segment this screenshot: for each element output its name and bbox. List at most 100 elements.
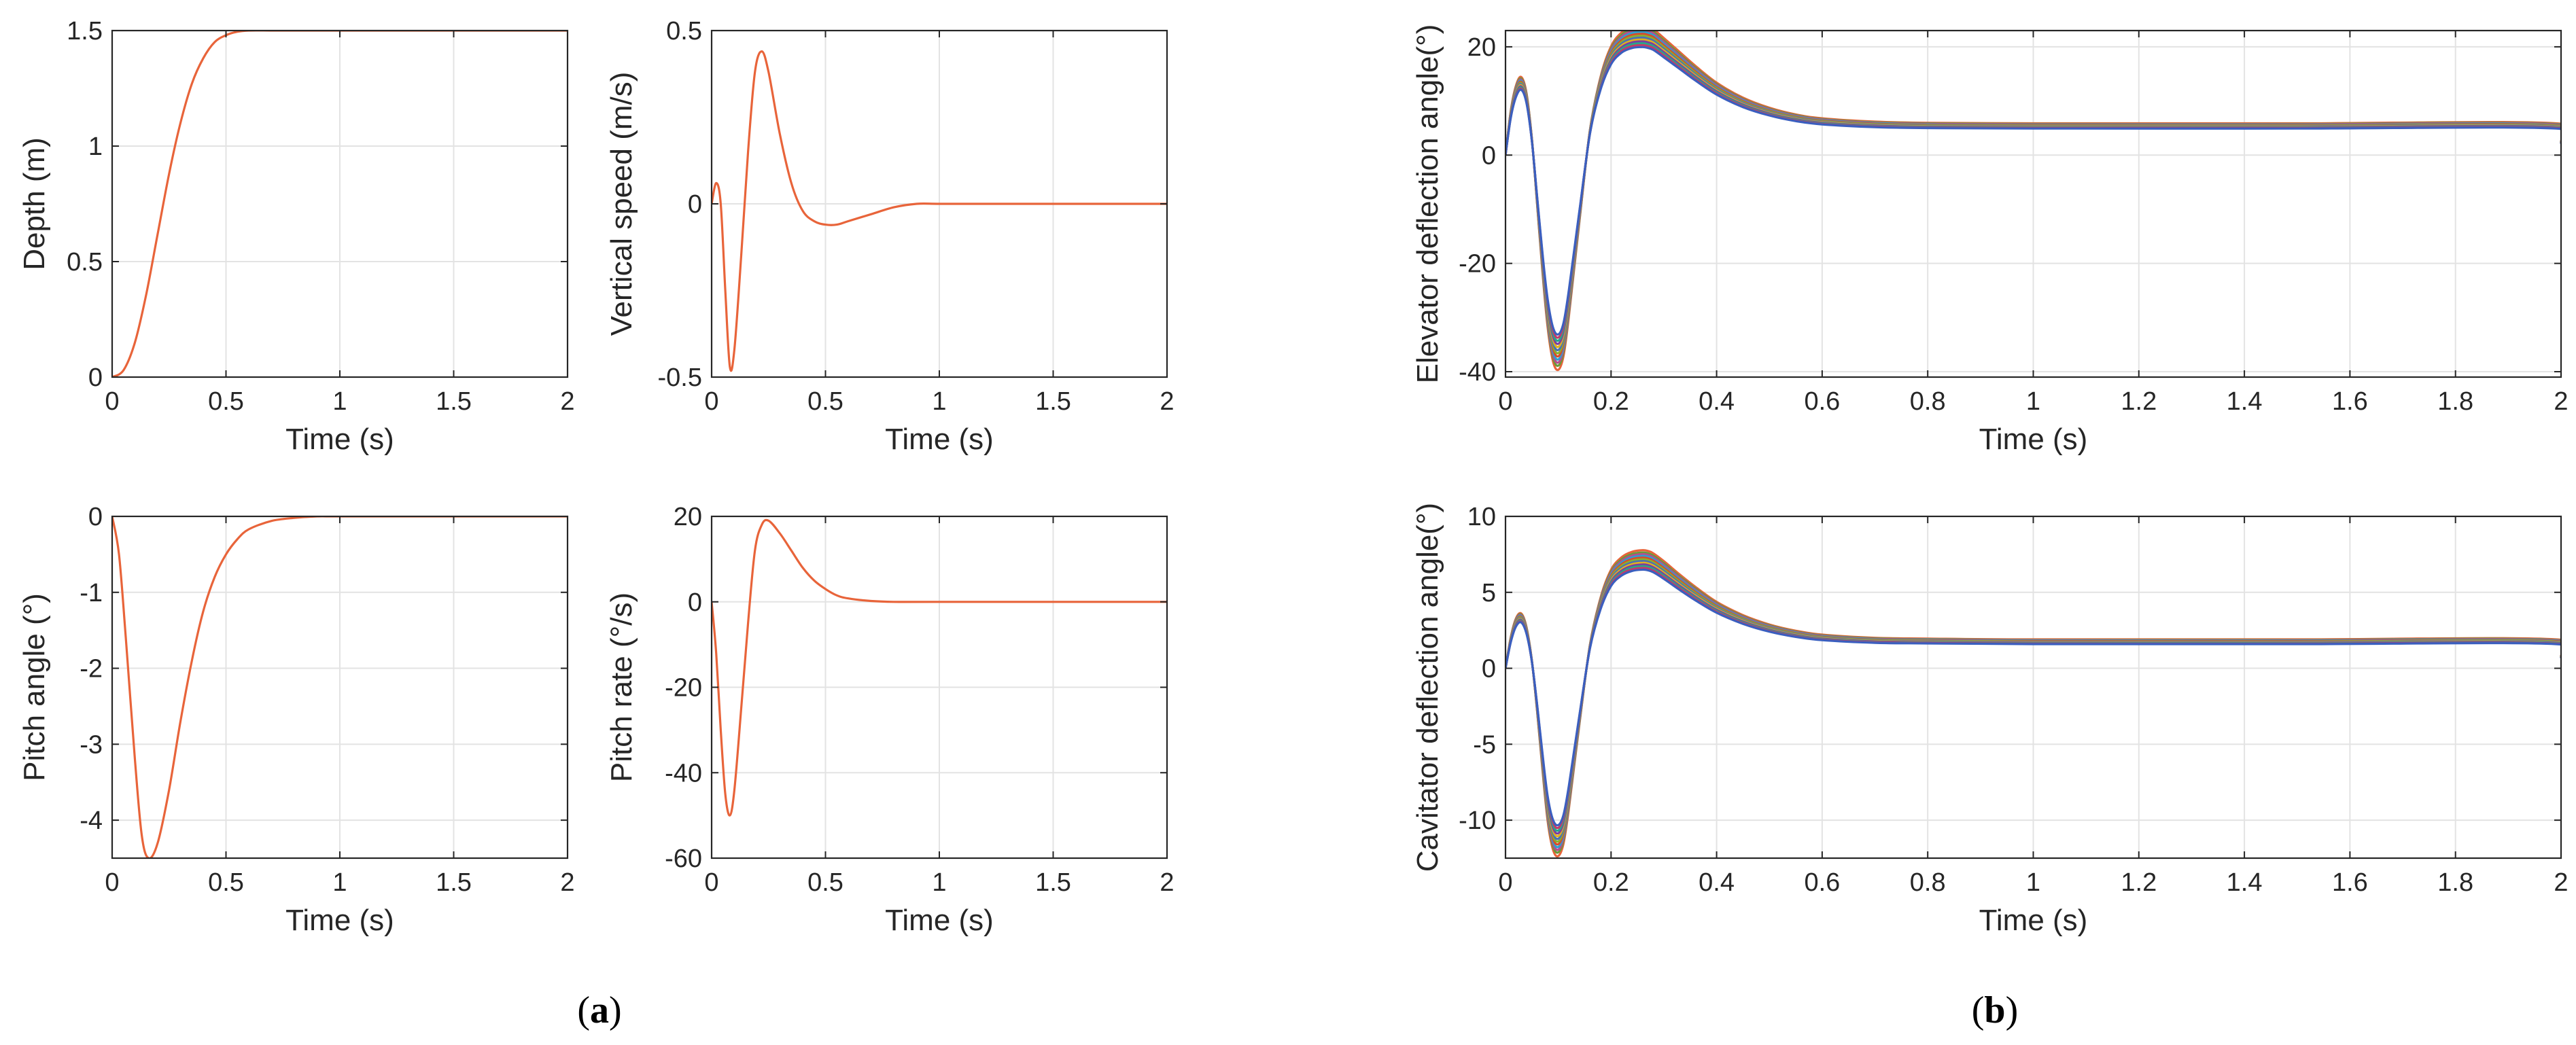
pitch-xtick-label: 0.5: [208, 868, 244, 897]
elevator-ytick-label: 0: [1482, 141, 1496, 170]
pitch-ytick-label: -1: [80, 579, 103, 607]
pitch-line: [112, 516, 568, 858]
elevator-ytick-label: 20: [1467, 33, 1496, 62]
cavitator-ytick-label: -5: [1473, 730, 1496, 759]
caption-a: (a): [577, 989, 621, 1031]
prate-xtick-label: 1.5: [1035, 868, 1071, 897]
pitch-series-group: [112, 516, 568, 858]
cavitator-xtick-label: 1.2: [2121, 868, 2157, 897]
cavitator-series-9: [1505, 563, 2561, 835]
prate-xtick-label: 1: [932, 868, 946, 897]
vspeed-xtick-label: 0.5: [807, 387, 843, 416]
elevator-xtick-label: 0.8: [1910, 387, 1946, 416]
cavitator-series-12: [1505, 568, 2561, 827]
cavitator-ylabel: Cavitator deflection angle(°): [1411, 503, 1444, 872]
elevator-series-10: [1505, 42, 2561, 342]
cavitator-xtick-label: 1.6: [2332, 868, 2368, 897]
depth-chart: 0 0.5 1 1.5 2 0 0.5 1 1.5 Time (s) Depth (m): [18, 17, 575, 456]
depth-line: [112, 31, 568, 377]
elevator-chart: 0 0.2 0.4 0.6 0.8 1 1.2 1.4 1.6 1.8 2 -40 -20 0 20 Time…: [1411, 24, 2569, 456]
elevator-xtick-label: 1.6: [2332, 387, 2368, 416]
cavitator-series-3: [1505, 552, 2561, 851]
prate-ytick-label: 20: [674, 503, 702, 531]
pitch-xlabel: Time (s): [285, 904, 394, 937]
vspeed-xtick-label: 1.5: [1035, 387, 1071, 416]
cavitator-chart: 0 0.2 0.4 0.6 0.8 1 1.2 1.4 1.6 1.8 2 -10 -5 0 5 10 Time…: [1411, 503, 2569, 937]
cavitator-series-10: [1505, 565, 2561, 832]
cavitator-xtick-label: 0: [1498, 868, 1512, 897]
elevator-series-7: [1505, 36, 2561, 351]
pitch-xtick-label: 1: [332, 868, 347, 897]
depth-ytick-label: 0.5: [67, 248, 103, 277]
cavitator-xtick-label: 1: [2026, 868, 2040, 897]
depth-xlabel: Time (s): [285, 423, 394, 456]
vspeed-ytick-label: 0: [688, 190, 702, 219]
cavitator-xlabel: Time (s): [1979, 904, 2088, 937]
elevator-series-3: [1505, 31, 2561, 364]
pitch-ytick-label: 0: [88, 503, 103, 531]
pitch-ylabel: Pitch angle (°): [18, 593, 51, 781]
prate-ylabel: Pitch rate (°/s): [605, 592, 638, 782]
elevator-ytick-label: -40: [1459, 358, 1496, 387]
elevator-xlabel: Time (s): [1979, 423, 2088, 456]
prate-xtick-label: 2: [1160, 868, 1174, 897]
depth-xtick-label: 1.5: [436, 387, 472, 416]
vspeed-ylabel: Vertical speed (m/s): [605, 72, 638, 336]
depth-xtick-label: 0.5: [208, 387, 244, 416]
cavitator-series-2: [1505, 551, 2561, 854]
cavitator-xtick-label: 0.2: [1593, 868, 1629, 897]
depth-xtick-label: 2: [560, 387, 574, 416]
vspeed-xtick-label: 0: [704, 387, 718, 416]
depth-series-group: [112, 31, 568, 377]
elevator-ytick-label: -20: [1459, 250, 1496, 279]
depth-ytick-label: 1: [88, 132, 103, 161]
pitch-xtick-label: 0: [105, 868, 119, 897]
cavitator-series-group: [1505, 549, 2561, 857]
cavitator-series-4: [1505, 554, 2561, 849]
cavitator-series-1: [1505, 549, 2561, 857]
depth-xtick-label: 0: [105, 387, 119, 416]
elevator-xtick-label: 1.8: [2437, 387, 2473, 416]
cavitator-series-11: [1505, 567, 2561, 830]
elevator-series-12: [1505, 46, 2561, 336]
elevator-series-4: [1505, 31, 2561, 361]
elevator-xtick-label: 1.2: [2121, 387, 2157, 416]
prate-ytick-label: -60: [665, 845, 702, 873]
cavitator-xtick-label: 1.4: [2227, 868, 2263, 897]
cavitator-ytick-label: -10: [1459, 807, 1496, 835]
cavitator-xtick-label: 0.4: [1699, 868, 1735, 897]
elevator-xtick-label: 0.2: [1593, 387, 1629, 416]
prate-ytick-label: -40: [665, 759, 702, 787]
cavitator-ytick-label: 10: [1467, 503, 1496, 531]
vspeed-ytick-label: 0.5: [666, 17, 702, 46]
elevator-xtick-label: 0.4: [1699, 387, 1735, 416]
elevator-xtick-label: 0: [1498, 387, 1512, 416]
vspeed-series-group: [712, 50, 1167, 372]
elevator-xtick-label: 2: [2554, 387, 2568, 416]
prate-xlabel: Time (s): [885, 904, 994, 937]
cavitator-series-5: [1505, 556, 2561, 846]
caption-b: (b): [1972, 989, 2018, 1031]
cavitator-xtick-label: 2: [2554, 868, 2568, 897]
prate-ytick-label: -20: [665, 674, 702, 703]
pitch-ytick-label: -3: [80, 730, 103, 759]
vspeed-line: [712, 50, 1167, 372]
prate-xtick-label: 0: [704, 868, 718, 897]
elevator-series-11: [1505, 43, 2561, 339]
elevator-series-group: [1505, 31, 2561, 372]
elevator-ylabel: Elevator deflection angle(°): [1411, 24, 1444, 384]
pitch-xtick-label: 1.5: [436, 868, 472, 897]
elevator-xtick-label: 1.4: [2227, 387, 2263, 416]
depth-ylabel: Depth (m): [18, 137, 51, 270]
elevator-series-2: [1505, 31, 2561, 367]
elevator-series-5: [1505, 33, 2561, 358]
cavitator-ytick-label: 5: [1482, 579, 1496, 607]
elevator-xtick-label: 0.6: [1804, 387, 1840, 416]
pitch-chart: 0 0.5 1 1.5 2 -4 -3 -2 -1 0 Time (s) Pitch angle (°…: [18, 503, 575, 937]
prate-line: [712, 518, 1167, 817]
prate-chart: 0 0.5 1 1.5 2 -60 -40 -20 0 20 Time (s) Pitch rate …: [605, 503, 1174, 937]
elevator-series-1: [1505, 31, 2561, 372]
depth-xtick-label: 1: [332, 387, 347, 416]
vspeed-xlabel: Time (s): [885, 423, 994, 456]
